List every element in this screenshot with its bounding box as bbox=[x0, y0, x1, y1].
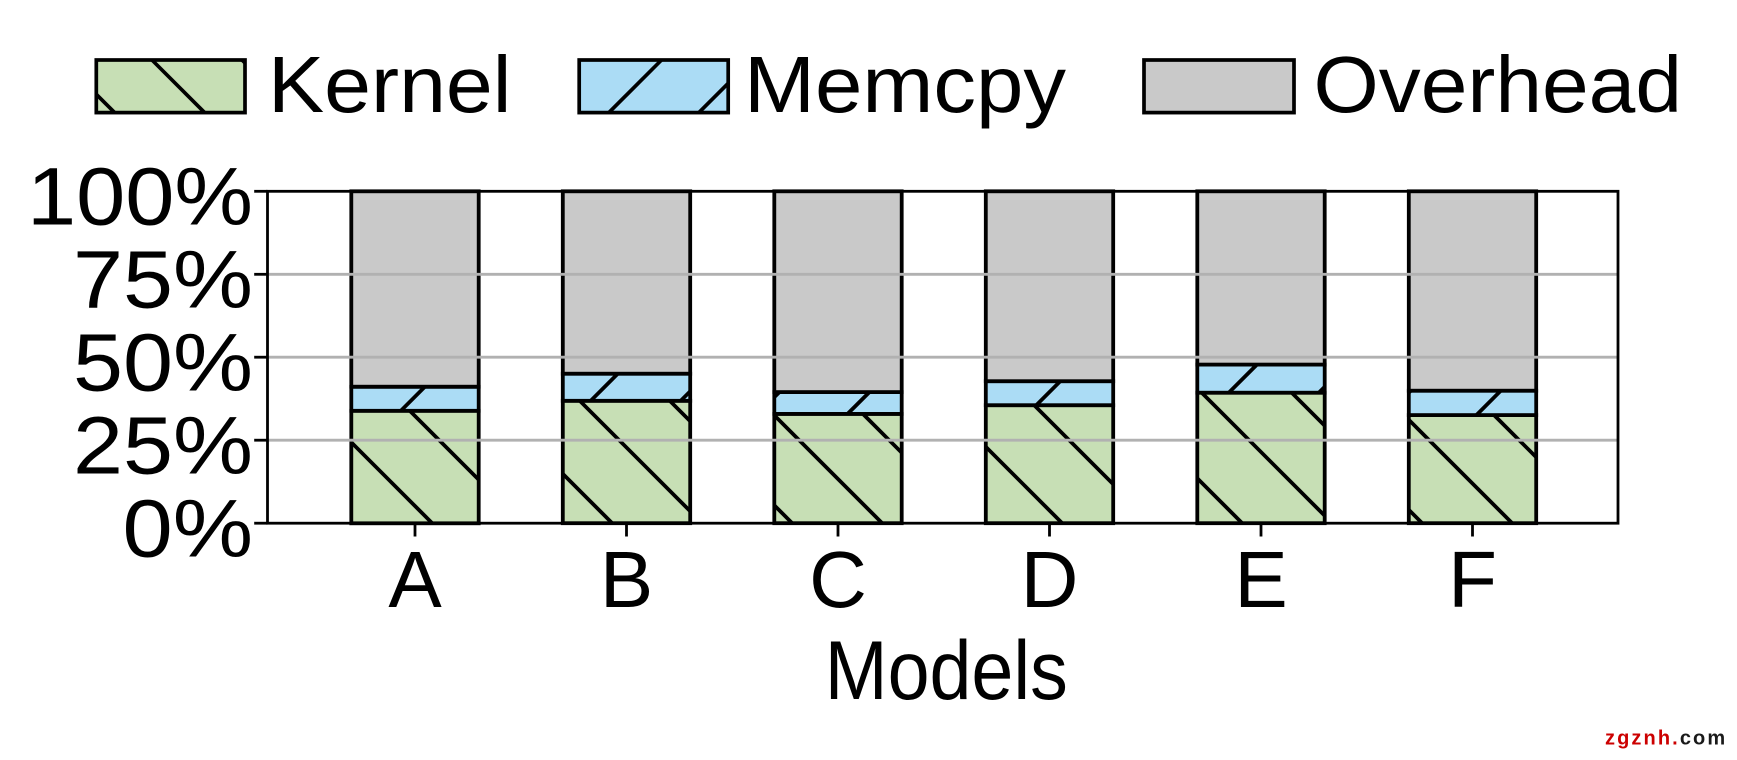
svg-text:100%: 100% bbox=[27, 152, 253, 243]
svg-text:Memcpy: Memcpy bbox=[744, 40, 1066, 129]
svg-text:F: F bbox=[1448, 535, 1497, 624]
svg-text:25%: 25% bbox=[73, 401, 253, 492]
svg-text:B: B bbox=[600, 535, 653, 624]
svg-text:Kernel: Kernel bbox=[268, 40, 512, 129]
svg-text:Models: Models bbox=[825, 623, 1068, 717]
svg-text:zgznh.com: zgznh.com bbox=[1605, 728, 1727, 750]
svg-text:75%: 75% bbox=[73, 235, 253, 326]
svg-text:D: D bbox=[1021, 535, 1079, 624]
svg-text:Overhead: Overhead bbox=[1314, 40, 1683, 129]
svg-text:C: C bbox=[809, 535, 867, 624]
svg-text:A: A bbox=[388, 535, 442, 624]
svg-text:50%: 50% bbox=[73, 318, 253, 409]
svg-text:0%: 0% bbox=[123, 484, 254, 575]
svg-text:E: E bbox=[1234, 535, 1287, 624]
